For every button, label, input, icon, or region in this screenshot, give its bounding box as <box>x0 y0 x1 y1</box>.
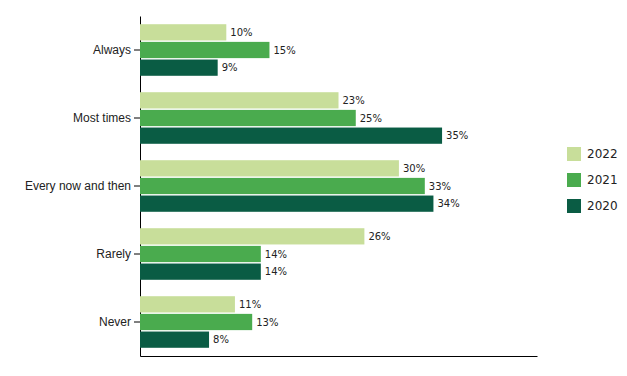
bar <box>140 228 364 244</box>
data-label: 15% <box>273 45 295 56</box>
bar <box>140 332 209 348</box>
bar <box>140 196 433 212</box>
legend-label: 2021 <box>587 173 618 187</box>
data-label: 33% <box>429 181 451 192</box>
y-tick-mark <box>134 254 140 255</box>
data-label: 26% <box>368 231 390 242</box>
data-label: 14% <box>265 266 287 277</box>
y-tick-label: Most times <box>73 111 131 125</box>
y-tick-label: Every now and then <box>25 179 131 193</box>
data-label: 11% <box>239 299 261 310</box>
data-label: 9% <box>222 62 238 73</box>
data-label: 8% <box>213 334 229 345</box>
bar <box>140 264 261 280</box>
plot: Always Most times Every now and then Rarely… <box>25 17 538 357</box>
y-tick-mark <box>134 322 140 323</box>
data-label: 23% <box>343 95 365 106</box>
data-label: 25% <box>360 113 382 124</box>
legend: 2022 2021 2020 <box>567 147 618 213</box>
legend-item: 2020 <box>567 199 618 213</box>
legend-swatch <box>567 199 581 213</box>
data-label: 30% <box>403 163 425 174</box>
bar <box>140 92 339 108</box>
bars <box>140 24 442 348</box>
bar <box>140 178 425 194</box>
legend-label: 2020 <box>587 199 618 213</box>
data-label: 13% <box>256 317 278 328</box>
legend-item: 2022 <box>567 147 618 161</box>
bar <box>140 128 442 144</box>
y-tick-mark <box>134 186 140 187</box>
bar <box>140 110 356 126</box>
legend-item: 2021 <box>567 173 618 187</box>
bar <box>140 24 226 40</box>
bar <box>140 42 269 58</box>
y-tick-label: Rarely <box>96 247 131 261</box>
y-tick: Always <box>93 43 140 57</box>
legend-label: 2022 <box>587 147 618 161</box>
legend-swatch <box>567 147 581 161</box>
y-tick: Every now and then <box>25 179 140 193</box>
y-axis: Always Most times Every now and then Rarely… <box>25 17 141 357</box>
bar <box>140 314 252 330</box>
y-tick: Most times <box>73 111 140 125</box>
chart: Always Most times Every now and then Rarely… <box>0 0 627 376</box>
bar <box>140 160 399 176</box>
x-axis-line <box>141 356 538 357</box>
data-label: 35% <box>446 130 468 141</box>
y-tick: Rarely <box>96 247 140 261</box>
data-label: 10% <box>230 27 252 38</box>
y-tick-label: Never <box>99 315 131 329</box>
x-axis <box>141 356 538 357</box>
y-tick-label: Always <box>93 43 131 57</box>
bar <box>140 296 235 312</box>
data-label: 14% <box>265 249 287 260</box>
y-tick-mark <box>134 50 140 51</box>
y-tick: Never <box>99 315 140 329</box>
legend-swatch <box>567 173 581 187</box>
bar <box>140 60 218 76</box>
bar <box>140 246 261 262</box>
y-tick-mark <box>134 118 140 119</box>
data-label: 34% <box>437 198 459 209</box>
data-labels: 10% 23% 30% 26% 11% 15% 25% 33% 14% 13% 9% 35% 34% 14… <box>213 27 468 345</box>
